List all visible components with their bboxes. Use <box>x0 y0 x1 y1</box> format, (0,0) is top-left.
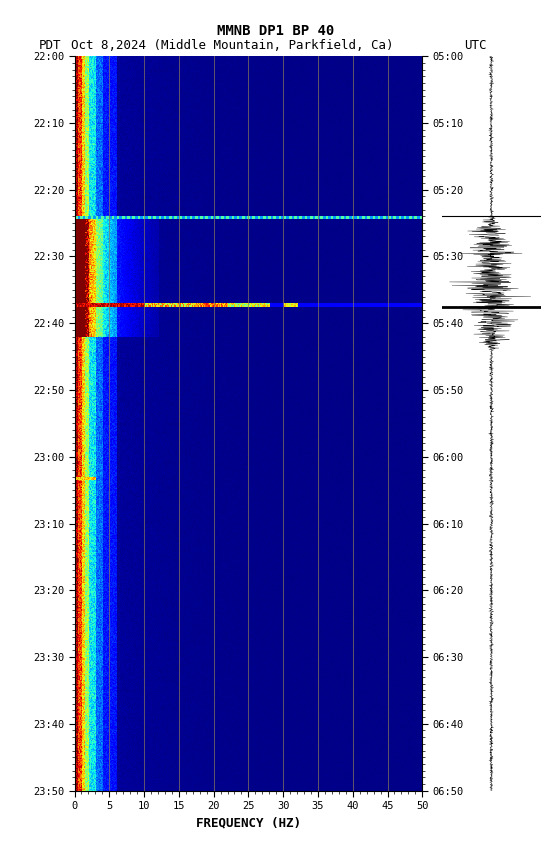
Text: UTC: UTC <box>464 39 486 52</box>
X-axis label: FREQUENCY (HZ): FREQUENCY (HZ) <box>196 816 301 829</box>
Text: Oct 8,2024 (Middle Mountain, Parkfield, Ca): Oct 8,2024 (Middle Mountain, Parkfield, … <box>71 39 393 52</box>
Text: PDT: PDT <box>39 39 61 52</box>
Text: MMNB DP1 BP 40: MMNB DP1 BP 40 <box>217 24 335 38</box>
